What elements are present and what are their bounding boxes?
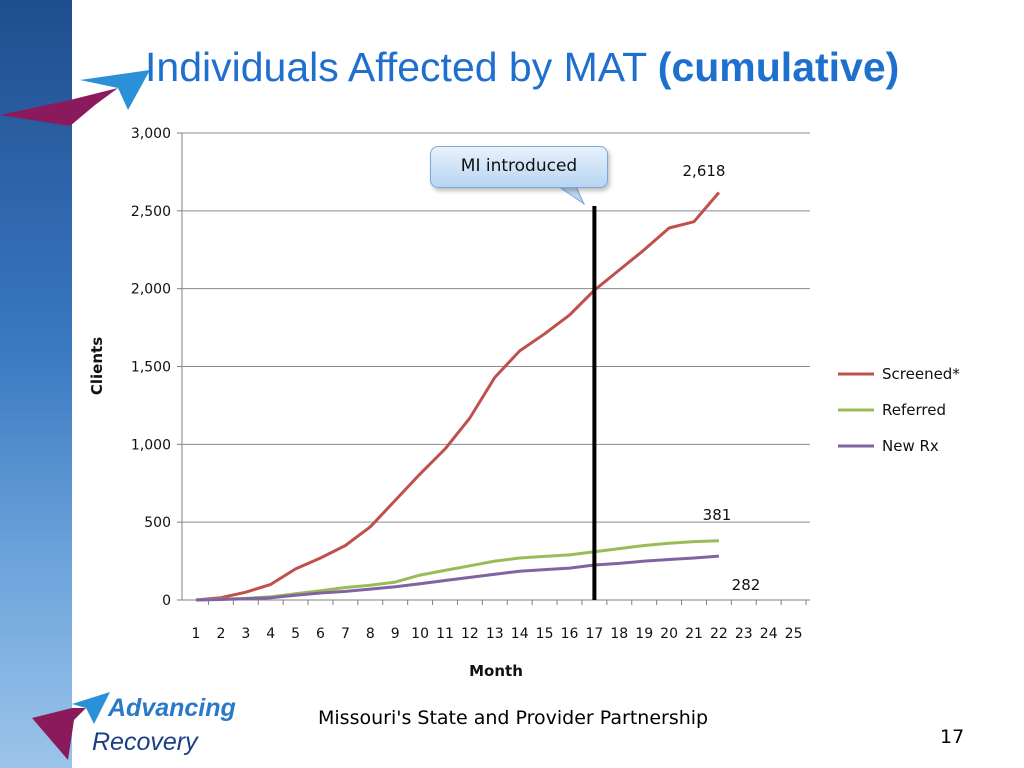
- x-tick-label: 20: [660, 626, 678, 642]
- mi-introduced-callout: MI introduced: [430, 146, 608, 188]
- x-tick-label: 16: [561, 626, 579, 642]
- advancing-recovery-logo: Advancing Recovery: [28, 690, 268, 764]
- x-axis-title: Month: [469, 662, 523, 680]
- page-number: 17: [940, 726, 965, 748]
- x-tick-label: 21: [685, 626, 703, 642]
- data-label: 2,618: [683, 162, 726, 180]
- y-tick-label: 3,000: [131, 126, 171, 142]
- x-tick-label: 4: [266, 626, 275, 642]
- footer-text: Missouri's State and Provider Partnershi…: [318, 707, 709, 729]
- y-tick-label: 2,500: [131, 204, 171, 220]
- x-tick-label: 10: [411, 626, 429, 642]
- y-tick-label: 0: [162, 593, 171, 609]
- x-tick-label: 18: [610, 626, 628, 642]
- x-tick-label: 14: [511, 626, 529, 642]
- logo-text-recovery: Recovery: [92, 728, 198, 756]
- legend-label: New Rx: [882, 437, 939, 455]
- series-line-screened: [195, 191, 721, 602]
- x-tick-label: 8: [366, 626, 375, 642]
- side-bar: [0, 0, 72, 768]
- logo-text-advancing: Advancing: [108, 694, 236, 722]
- y-tick-label: 1,500: [131, 360, 171, 376]
- x-tick-label: 22: [710, 626, 728, 642]
- legend-label: Screened*: [882, 365, 960, 383]
- x-tick-label: 9: [391, 626, 400, 642]
- legend-label: Referred: [882, 401, 946, 419]
- y-tick-label: 500: [144, 515, 171, 531]
- arrow-logo-icon: [0, 70, 150, 126]
- x-tick-label: 13: [486, 626, 504, 642]
- x-tick-label: 5: [291, 626, 300, 642]
- x-tick-label: 15: [536, 626, 554, 642]
- data-label: 282: [732, 576, 761, 594]
- x-tick-label: 6: [316, 626, 325, 642]
- x-tick-label: 11: [436, 626, 454, 642]
- x-tick-label: 1: [192, 626, 201, 642]
- logo-arrow-icon: [32, 692, 110, 760]
- y-tick-label: 2,000: [131, 282, 171, 298]
- series-line-referred: [195, 539, 719, 602]
- series-line-new_rx: [195, 554, 720, 602]
- y-tick-label: 1,000: [131, 437, 171, 453]
- y-axis-title: Clients: [88, 337, 106, 395]
- x-tick-label: 24: [760, 626, 778, 642]
- x-tick-label: 19: [635, 626, 653, 642]
- x-tick-label: 17: [585, 626, 603, 642]
- x-tick-label: 3: [241, 626, 250, 642]
- x-tick-label: 23: [735, 626, 753, 642]
- data-label: 381: [703, 506, 732, 524]
- x-tick-label: 12: [461, 626, 479, 642]
- x-tick-label: 7: [341, 626, 350, 642]
- slide-title: Individuals Affected by MAT (cumulative): [145, 44, 900, 90]
- x-tick-label: 2: [216, 626, 225, 642]
- x-tick-label: 25: [785, 626, 803, 642]
